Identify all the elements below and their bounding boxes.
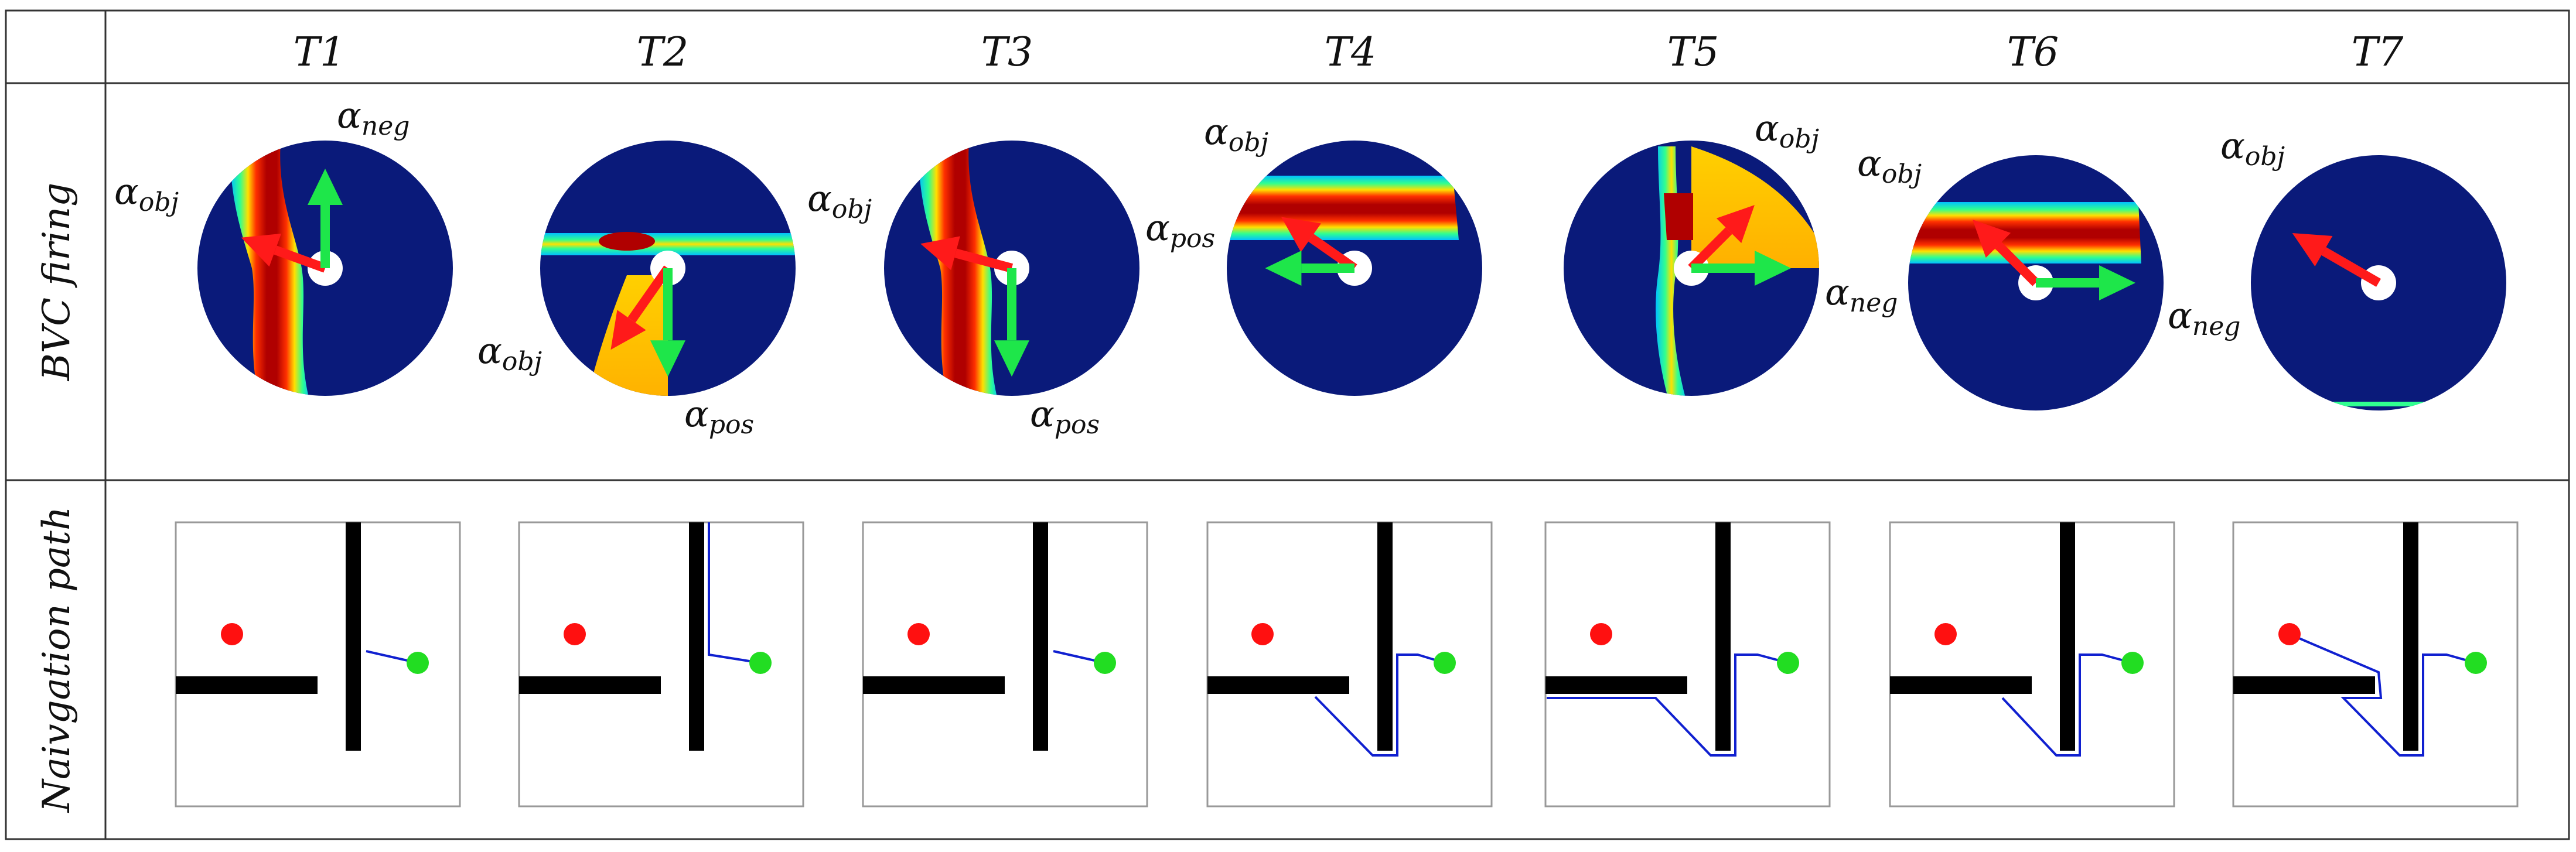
goal-dot <box>2121 652 2144 674</box>
vector-t5-obj-arrowhead <box>1716 205 1755 244</box>
label-t2-pos: αpos <box>684 392 754 440</box>
label-t7-obj: αobj <box>2220 124 2285 172</box>
wall-vertical <box>2060 522 2075 751</box>
vector-t6-obj-arrowhead <box>1973 220 2011 258</box>
column-header-t1: T1 <box>294 29 346 76</box>
column-headers: T1 T2 T3 T4 T5 T6 T7 <box>294 29 2404 76</box>
nav-panel-t5 <box>1544 521 1831 807</box>
vector-t3-pos-arrowhead <box>994 340 1029 377</box>
nav-panel-t4 <box>1206 521 1493 807</box>
navigation-path-row <box>175 521 2519 807</box>
label-t2-obj: αobj <box>477 329 542 377</box>
wall-horizontal <box>863 676 1005 694</box>
path-line <box>2289 633 2476 757</box>
start-dot <box>907 623 930 645</box>
path-line <box>708 522 761 664</box>
goal-dot <box>1777 652 1799 674</box>
label-t5-obj: αobj <box>1755 107 1819 154</box>
wall-vertical <box>1715 522 1731 751</box>
wall-vertical <box>2403 522 2418 751</box>
wall-horizontal <box>1207 676 1349 694</box>
wall-horizontal <box>176 676 318 694</box>
vector-t2-obj-arrowhead <box>610 310 646 350</box>
vector-labels: αobj αneg αobj αpos αobj αpos αobj αpos … <box>114 94 2285 440</box>
column-header-t6: T6 <box>2007 29 2059 76</box>
vector-t1-neg-arrowhead <box>308 168 343 205</box>
vector-t7-obj-shaft <box>2321 247 2381 287</box>
column-header-t2: T2 <box>637 29 689 76</box>
start-dot <box>1934 623 1957 645</box>
wall-vertical <box>346 522 361 751</box>
nav-panel-t2 <box>518 521 804 807</box>
bvc-firing-row <box>197 141 2506 410</box>
vector-t4-obj-arrowhead <box>1281 217 1321 252</box>
start-dot <box>1251 623 1274 645</box>
vector-t1-obj-arrowhead <box>241 233 282 267</box>
nav-panel-t1 <box>175 521 461 807</box>
label-t5-neg: αneg <box>1825 271 1898 318</box>
vector-t4-obj-shaft <box>1308 234 1357 272</box>
label-t6-neg: αneg <box>2168 294 2240 341</box>
column-header-t7: T7 <box>2352 29 2404 76</box>
start-dot <box>2278 623 2301 645</box>
vector-t7-obj-arrowhead <box>2292 232 2333 266</box>
vector-t5-obj-shaft <box>1688 227 1732 272</box>
start-dot <box>564 623 586 645</box>
vector-t4-pos-arrowhead <box>1265 251 1302 286</box>
wall-horizontal <box>1545 676 1687 694</box>
vector-t6-neg-arrowhead <box>2099 265 2136 300</box>
column-header-t5: T5 <box>1667 29 1719 76</box>
bvc-vectors <box>241 168 2381 377</box>
wall-vertical <box>1033 522 1048 751</box>
path-line <box>2001 653 2133 757</box>
label-t6-obj: αobj <box>1857 142 1922 189</box>
column-header-t3: T3 <box>981 29 1033 76</box>
goal-dot <box>2465 652 2487 674</box>
nav-panel-t3 <box>862 521 1148 807</box>
goal-dot <box>1434 652 1456 674</box>
goal-dot <box>749 652 772 674</box>
vector-t5-neg-arrowhead <box>1755 251 1792 286</box>
start-dot <box>1590 623 1612 645</box>
vector-t3-obj-arrowhead <box>920 236 960 271</box>
vector-t1-obj-shaft <box>274 245 327 273</box>
label-t3-pos: αpos <box>1030 392 1100 440</box>
label-t4-pos: αpos <box>1145 206 1215 254</box>
table-grid <box>5 9 2570 840</box>
vector-t2-obj-shaft <box>627 265 672 323</box>
label-t1-obj: αobj <box>114 170 179 217</box>
label-t1-neg: αneg <box>337 94 410 141</box>
label-t3-obj: αobj <box>807 177 872 224</box>
path-line <box>1547 653 1789 757</box>
nav-panel-t6 <box>1889 521 2175 807</box>
path-line <box>1314 653 1445 757</box>
vector-t3-obj-shaft <box>954 248 1014 273</box>
wall-horizontal <box>1890 676 2032 694</box>
wall-vertical <box>1377 522 1393 751</box>
column-header-t4: T4 <box>1325 29 1377 76</box>
wall-horizontal <box>2233 676 2375 694</box>
vector-t6-obj-shaft <box>1995 242 2039 286</box>
goal-dot <box>407 652 429 674</box>
row-header-bvc-firing: BVC firing <box>35 183 79 382</box>
wall-vertical <box>689 522 704 751</box>
wall-horizontal <box>519 676 661 694</box>
goal-dot <box>1094 652 1116 674</box>
start-dot <box>221 623 243 645</box>
vector-t2-pos-arrowhead <box>650 340 685 377</box>
nav-panel-t7 <box>2232 521 2519 807</box>
row-header-navigation-path: Naivgation path <box>35 507 79 813</box>
label-t4-obj: αobj <box>1204 110 1268 158</box>
